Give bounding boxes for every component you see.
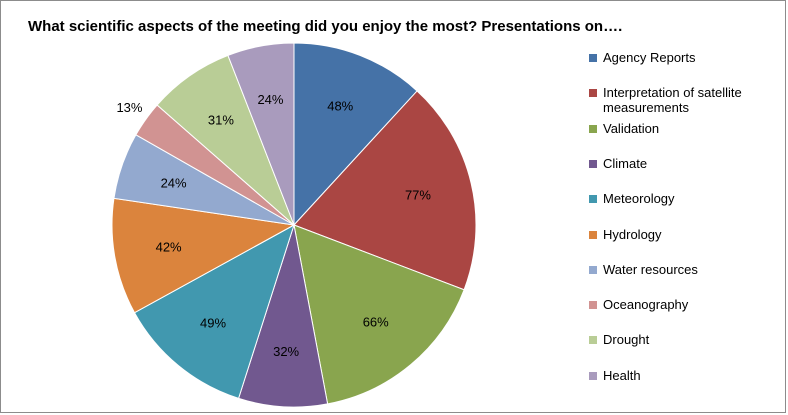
- legend-swatch: [589, 195, 597, 204]
- legend-label: Agency Reports: [603, 50, 696, 65]
- data-label-interpretation-of-satellite-measurements: 77%: [405, 188, 431, 203]
- data-label-health: 24%: [257, 92, 283, 107]
- pie-slice-agency-reports: [293, 42, 418, 227]
- legend-swatch: [589, 230, 597, 239]
- data-label-drought: 31%: [208, 113, 234, 128]
- legend-swatch: [589, 124, 597, 133]
- legend-label: Water resources: [603, 261, 698, 277]
- chart-title: What scientific aspects of the meeting d…: [28, 18, 623, 35]
- data-label-meteorology: 49%: [200, 315, 226, 330]
- legend-swatch: [589, 371, 597, 380]
- data-label-oceanography: 13%: [116, 100, 142, 115]
- pie-slice-validation: [293, 224, 465, 405]
- pie-slice-hydrology: [111, 197, 296, 314]
- legend-label: Oceanography: [603, 297, 689, 313]
- pie-slice-climate: [237, 224, 329, 408]
- data-label-hydrology: 42%: [156, 240, 182, 255]
- legend-label: Interpretation of satellite measurements: [603, 85, 742, 116]
- legend-swatch: [589, 89, 597, 98]
- legend-swatch: [589, 265, 597, 274]
- legend-label: Meteorology: [603, 191, 675, 207]
- pie-slice-interpretation-of-satellite-measurements: [293, 90, 477, 291]
- legend-swatch: [589, 54, 597, 62]
- legend-label: Hydrology: [603, 226, 662, 242]
- legend-label: Drought: [603, 332, 650, 348]
- data-label-agency-reports: 48%: [327, 98, 353, 113]
- legend-label: Validation: [603, 120, 660, 136]
- legend-swatch: [589, 159, 597, 168]
- legend-swatch: [589, 336, 597, 345]
- pie-slice-meteorology: [133, 223, 295, 399]
- legend-label: Health: [603, 367, 641, 383]
- legend-swatch: [589, 301, 597, 310]
- data-label-water-resources: 24%: [161, 175, 187, 190]
- data-label-climate: 32%: [273, 344, 299, 359]
- data-label-validation: 66%: [363, 315, 389, 330]
- pie-slice-health: [227, 42, 295, 226]
- legend-label: Climate: [603, 155, 648, 171]
